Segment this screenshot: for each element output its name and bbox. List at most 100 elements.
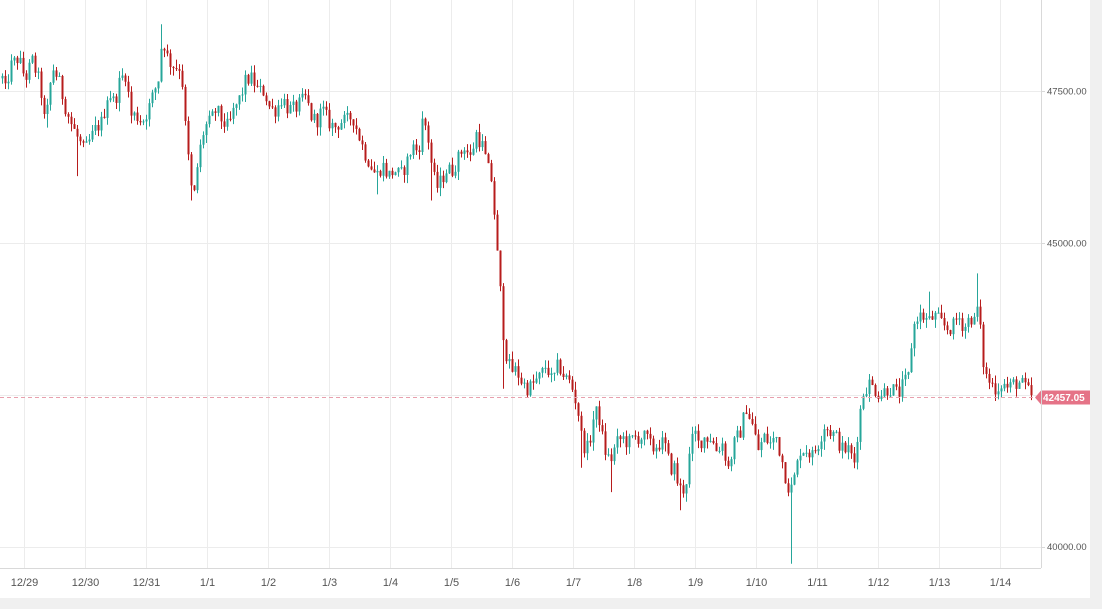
candle-body [199,144,202,168]
candle-body [778,437,781,456]
candle-body [271,106,274,108]
candle-body [97,124,100,131]
candle-body [409,155,412,157]
candle-body [889,395,892,397]
candle-body [334,122,337,128]
x-tick-label: 12/31 [133,577,161,589]
chart-grid [0,0,1041,568]
candle-body [532,381,535,383]
candle-body [919,312,922,322]
candle-body [691,433,694,454]
candle-body [73,124,76,129]
candle-body [865,394,868,397]
candle-body [1009,382,1012,388]
candle-body [613,447,616,462]
chart-panel[interactable]: 42457.05 12/29 12/30 12/31 1/1 1/2 1/3 1/4 1/5 1… [0,0,1090,598]
candle-body [172,66,175,69]
candle-body [586,440,589,454]
candle-body [895,384,898,387]
candle-body [256,85,259,87]
candle-body [790,484,793,493]
candle-body [325,106,328,110]
candle-body [376,170,379,173]
candle-body [373,169,376,173]
candle-body [478,132,481,148]
candle-body [340,123,343,130]
candle-body [784,462,787,484]
candle-body [313,113,316,121]
candle-body [22,57,25,74]
candle-body [661,437,664,450]
candle-body [835,431,838,433]
candle-body [928,316,931,319]
candle-body [820,441,823,450]
candle-body [643,430,646,440]
candle-body [562,373,565,377]
candle-body [472,148,475,155]
candle-body [394,172,397,176]
candle-body [922,312,925,320]
candle-body [103,116,106,118]
candle-body [805,452,808,454]
candle-body [151,92,154,104]
candle-body [832,431,835,436]
candle-body [565,375,568,377]
candle-body [460,151,463,154]
candle-body [973,316,976,325]
candle-body [346,112,349,115]
candle-body [400,167,403,169]
candle-body [328,109,331,129]
candle-body [310,103,313,121]
candle-body [55,70,58,77]
candle-body [337,127,340,130]
candle-body [37,71,40,73]
candle-body [700,440,703,449]
candle-body [670,453,673,475]
candle-body [682,485,685,494]
candle-body [868,379,871,395]
candle-body [604,431,607,455]
candle-body [898,386,901,397]
candle-body [925,318,928,320]
candle-body [16,57,19,64]
candle-body [709,440,712,442]
candle-body [139,120,142,123]
candle-body [796,460,799,475]
candle-body [871,379,874,385]
candle-body [721,443,724,451]
candle-body [238,95,241,105]
candle-body [598,406,601,426]
candle-body [181,70,184,87]
candle-body [160,48,163,82]
candle-body [628,435,631,448]
candle-body [577,403,580,416]
candle-body [253,72,256,86]
candle-body [115,96,118,103]
candle-body [43,97,46,115]
candle-body [349,112,352,120]
candle-body [67,114,70,117]
candle-body [886,388,889,396]
candle-body [187,121,190,155]
candle-body [556,359,559,373]
candle-body [484,141,487,155]
candle-body [10,60,13,82]
candle-body [352,119,355,126]
candle-body [445,173,448,183]
candle-body [976,306,979,317]
candle-body [703,437,706,449]
candle-body [913,323,916,349]
candle-body [859,408,862,442]
candle-body [823,429,826,442]
price-chart[interactable]: 42457.05 12/29 12/30 12/31 1/1 1/2 1/3 1/4 1/5 1… [0,0,1090,598]
candle-body [166,50,169,54]
candle-body [40,71,43,98]
candle-body [850,445,853,454]
candle-body [439,175,442,188]
candle-body [196,167,199,191]
candle-body [247,74,250,84]
candle-body [118,77,121,103]
candle-body [544,367,547,369]
candle-body [421,118,424,152]
candle-body [712,440,715,444]
